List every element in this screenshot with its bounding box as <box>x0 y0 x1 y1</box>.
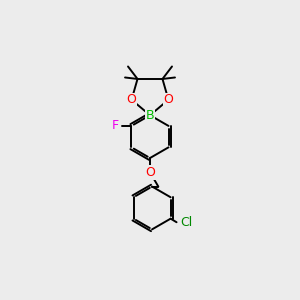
Text: Cl: Cl <box>180 216 192 229</box>
Text: O: O <box>145 166 155 179</box>
Text: O: O <box>164 93 173 106</box>
Text: O: O <box>127 93 136 106</box>
Text: F: F <box>112 119 119 132</box>
Text: B: B <box>146 109 154 122</box>
